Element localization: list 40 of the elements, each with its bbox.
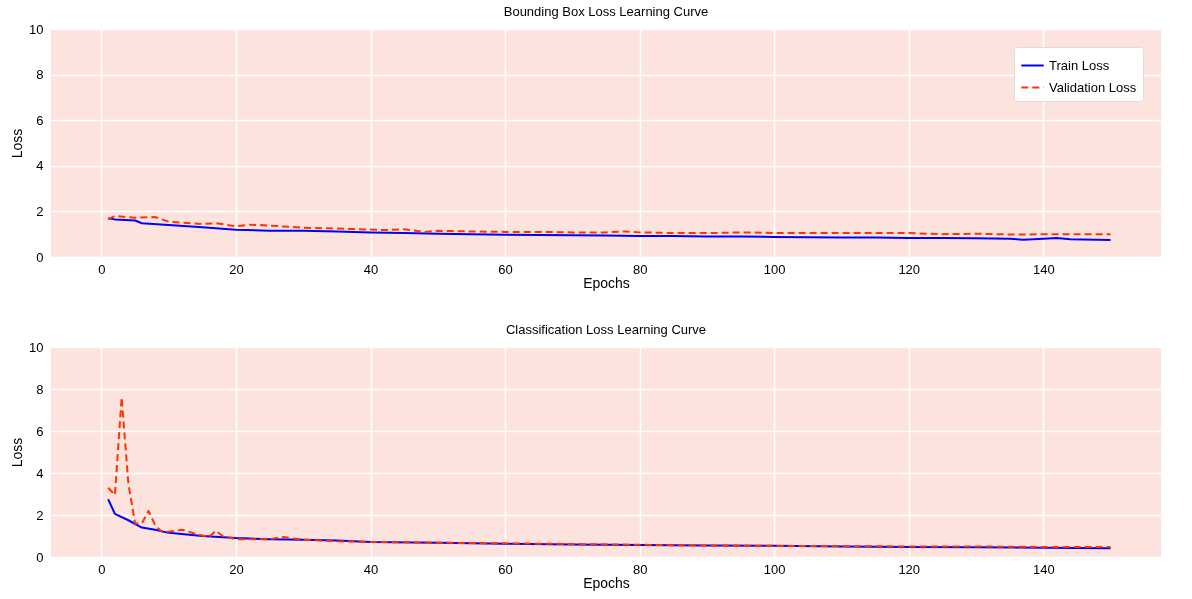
y-tick-label: 10 [29,21,44,37]
y-tick-label: 0 [36,249,44,265]
line-series [107,396,1112,548]
y-tick-label: 2 [36,203,44,219]
x-tick-label: 120 [898,561,921,577]
x-tick-label: 0 [98,561,106,577]
y-axis-title: Loss [9,128,26,159]
y-tick-label: 4 [36,465,44,481]
x-tick-label: 100 [763,261,786,277]
x-tick-label: 140 [1032,561,1055,577]
legend-label: Validation Loss [1049,79,1137,95]
x-tick-label: 80 [632,561,648,577]
y-tick-label: 10 [29,339,44,355]
x-tick-label: 100 [763,561,786,577]
y-axis-title: Loss [9,437,26,468]
y-tick-label: 6 [36,423,44,439]
chart-title: Classification Loss Learning Curve [505,322,707,337]
line-series [107,214,1112,236]
y-tick-label: 8 [36,67,44,83]
legend-label: Train Loss [1049,57,1110,73]
y-tick-label: 6 [36,112,44,128]
x-tick-label: 0 [98,261,106,277]
line-series [107,498,1112,550]
x-tick-label: 40 [363,261,379,277]
x-axis-title: Epochs [583,274,630,291]
x-tick-label: 60 [498,561,513,577]
x-tick-label: 80 [632,261,648,277]
y-tick-label: 2 [36,507,44,523]
x-tick-label: 40 [363,561,379,577]
x-tick-label: 20 [229,561,244,577]
x-tick-label: 20 [229,261,244,277]
line-series [107,217,1112,241]
x-tick-label: 140 [1032,261,1055,277]
x-tick-label: 120 [898,261,921,277]
y-tick-label: 0 [36,549,44,565]
chart-title: Bounding Box Loss Learning Curve [503,4,709,19]
x-axis-title: Epochs [583,574,630,591]
y-tick-label: 4 [36,158,44,174]
x-tick-label: 60 [498,261,513,277]
y-tick-label: 8 [36,381,44,397]
